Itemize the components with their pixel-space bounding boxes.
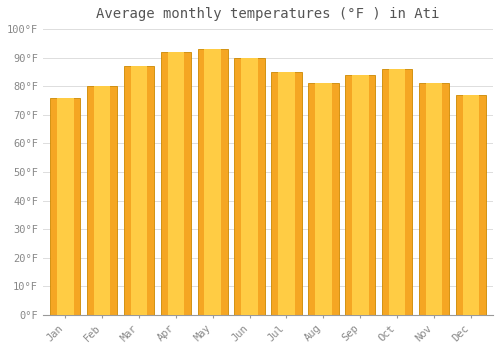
- Bar: [204, 49, 221, 315]
- Bar: [234, 58, 264, 315]
- Bar: [456, 95, 486, 315]
- Bar: [160, 52, 191, 315]
- Bar: [308, 83, 338, 315]
- Bar: [462, 95, 479, 315]
- Bar: [382, 69, 412, 315]
- Bar: [345, 75, 376, 315]
- Title: Average monthly temperatures (°F ) in Ati: Average monthly temperatures (°F ) in At…: [96, 7, 440, 21]
- Bar: [124, 66, 154, 315]
- Bar: [315, 83, 332, 315]
- Bar: [278, 72, 295, 315]
- Bar: [87, 86, 117, 315]
- Bar: [130, 66, 148, 315]
- Bar: [242, 58, 258, 315]
- Bar: [168, 52, 184, 315]
- Bar: [198, 49, 228, 315]
- Bar: [57, 98, 74, 315]
- Bar: [352, 75, 368, 315]
- Bar: [50, 98, 80, 315]
- Bar: [426, 83, 442, 315]
- Bar: [272, 72, 302, 315]
- Bar: [419, 83, 449, 315]
- Bar: [389, 69, 406, 315]
- Bar: [94, 86, 110, 315]
